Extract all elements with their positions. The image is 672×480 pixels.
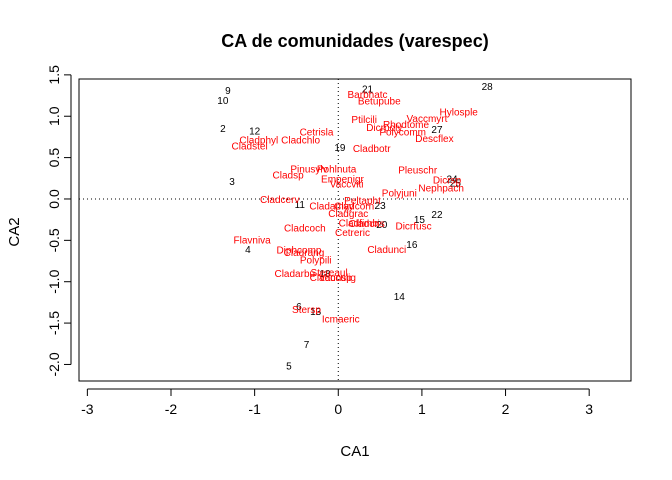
y-tick-label: 1.5 <box>46 65 62 85</box>
x-tick-label: -3 <box>81 401 94 417</box>
site-point-label: 25 <box>450 179 462 190</box>
x-tick-label: 1 <box>418 401 426 417</box>
species-point-label: Cladstel <box>232 141 268 152</box>
site-point-label: 16 <box>406 240 418 251</box>
species-point-label: Pohlnuta <box>317 165 357 176</box>
site-point-label: 2 <box>220 124 226 135</box>
y-axis-title: CA2 <box>6 217 23 246</box>
species-point-label: Rhodtome <box>383 120 430 131</box>
site-point-label: 19 <box>334 143 346 154</box>
site-point-label: 18 <box>319 269 331 280</box>
species-point-label: Stersp <box>292 305 321 316</box>
y-tick-label: 0.5 <box>46 148 62 168</box>
species-point-label: Empenigr <box>321 174 364 185</box>
species-point-label: Pinusylv <box>290 165 327 176</box>
site-point-label: 9 <box>225 86 231 97</box>
x-tick-label: 2 <box>502 401 510 417</box>
species-point-label: Icmaeric <box>322 314 360 325</box>
x-axis: -3 -2 -1 0 1 2 3 <box>81 388 593 417</box>
species-point-label: Dicrsp <box>433 175 462 186</box>
site-point-label: 21 <box>362 84 374 95</box>
site-point-label: 5 <box>286 361 292 372</box>
site-point-label: 20 <box>376 220 388 231</box>
y-tick-label: -2.0 <box>46 352 62 376</box>
x-tick-label: -2 <box>165 401 178 417</box>
site-point-label: 13 <box>310 307 322 318</box>
site-point-label: 23 <box>375 201 387 212</box>
y-tick-label: 0.0 <box>46 189 62 209</box>
x-tick-label: 3 <box>585 401 593 417</box>
species-point-label: Cladcris <box>349 219 385 230</box>
species-point-label: Vaccmyrt <box>406 114 447 125</box>
species-point-label: Vacculig <box>319 273 356 284</box>
species-point-label: Cladchlo <box>281 136 320 147</box>
species-point-label: Cladunci <box>367 245 406 256</box>
site-point-label: 10 <box>217 96 229 107</box>
species-point-label: Nephpach <box>418 184 464 195</box>
species-point-label: Cladphyl <box>239 136 278 147</box>
site-point-label: 12 <box>249 126 261 137</box>
site-point-label: 24 <box>446 174 458 185</box>
species-point-label: Cladsp <box>273 170 305 181</box>
x-tick-label: -1 <box>248 401 261 417</box>
species-point-label: Polyjuni <box>382 189 417 200</box>
y-tick-label: -0.5 <box>46 228 62 252</box>
site-point-label: 14 <box>394 292 406 303</box>
species-point-label: Dicrpoly <box>366 123 402 134</box>
species-point-label: Cladarbu <box>274 269 315 280</box>
species-point-label: Barbhatc <box>348 90 388 101</box>
species-point-label: Diphcomp <box>276 246 321 257</box>
plot-frame <box>78 78 632 382</box>
species-point-label: Polycomm <box>379 127 426 138</box>
species-point-label: Vaccviti <box>330 179 364 190</box>
site-point-label: 28 <box>482 82 494 93</box>
species-point-label: Cladcoch <box>284 223 326 234</box>
species-point-label: Cladcerv <box>260 195 299 206</box>
species-point-label: Polypili <box>300 256 332 267</box>
species-point-label: Hylosple <box>440 107 479 118</box>
species-point-label: Cladrang <box>284 248 325 259</box>
y-tick-label: -1.5 <box>46 311 62 335</box>
species-point-label: Stereaul <box>310 268 347 279</box>
site-point-label: 7 <box>304 340 310 351</box>
site-point-label: 11 <box>295 200 306 211</box>
site-point-label: 6 <box>296 302 302 313</box>
species-point-label: Peltapht <box>344 196 381 207</box>
x-axis-title: CA1 <box>340 443 369 460</box>
species-point-label: Cladgrac <box>328 209 368 220</box>
site-point-label: 27 <box>431 125 443 136</box>
site-point-label: 15 <box>414 215 426 226</box>
x-tick-label: 0 <box>334 401 342 417</box>
species-point-label: Pleuschr <box>398 165 438 176</box>
site-point-label: 3 <box>229 177 235 188</box>
species-point-label: Cetrisla <box>300 127 334 138</box>
chart-title: CA de comunidades (varespec) <box>221 31 488 51</box>
species-point-label: Cladcorn <box>334 202 374 213</box>
species-point-label: Dicrfusc <box>395 222 431 233</box>
species-point-label: Cladbotr <box>353 144 391 155</box>
species-point-label: Flavniva <box>234 236 272 247</box>
species-point-label: Ptilcili <box>351 115 377 126</box>
y-tick-label: -1.0 <box>46 269 62 293</box>
species-point-label: Betupube <box>358 97 401 108</box>
species-point-label: Cladamyy <box>309 202 353 213</box>
species-point-label: Descflex <box>415 134 453 145</box>
site-point-label: 22 <box>431 210 443 221</box>
y-tick-label: 1.0 <box>46 106 62 126</box>
y-axis: -2.0 -1.5 -1.0 -0.5 0.0 0.5 1.0 1.5 <box>46 65 72 377</box>
species-point-label: Cladunsp <box>310 273 353 284</box>
site-point-label: 4 <box>245 245 251 256</box>
species-point-label: Cladfimb <box>339 218 379 229</box>
species-point-label: Cetreric <box>335 228 370 239</box>
